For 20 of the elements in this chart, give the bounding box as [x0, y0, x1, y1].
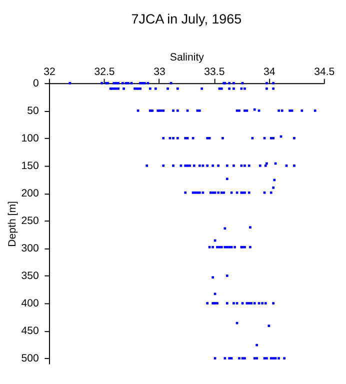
chart-title: 7JCA in July, 1965 — [131, 12, 242, 27]
x-tick-label: 33 — [154, 66, 166, 78]
y-tick-label: 450 — [21, 325, 40, 338]
x-tick-label: 34.5 — [314, 66, 335, 78]
y-tick-label: 250 — [21, 215, 40, 228]
y-tick-label: 0 — [33, 78, 40, 90]
y-tick-label: 50 — [27, 105, 40, 118]
y-tick-label: 200 — [21, 188, 40, 200]
y-tick-label: 350 — [21, 270, 40, 282]
x-axis-title: Salinity — [170, 52, 205, 64]
y-tick-label: 300 — [21, 242, 40, 255]
x-tick-label: 32 — [44, 66, 56, 78]
x-tick-label: 32.5 — [94, 66, 115, 78]
y-axis-title: Depth [m] — [6, 200, 19, 247]
y-tick-label: 150 — [21, 160, 40, 172]
y-tick-label: 500 — [21, 352, 40, 365]
x-tick-label: 34 — [264, 66, 276, 78]
x-tick-label: 33.5 — [204, 66, 225, 78]
y-tick-label: 400 — [21, 298, 40, 310]
y-tick-label: 100 — [21, 132, 40, 145]
